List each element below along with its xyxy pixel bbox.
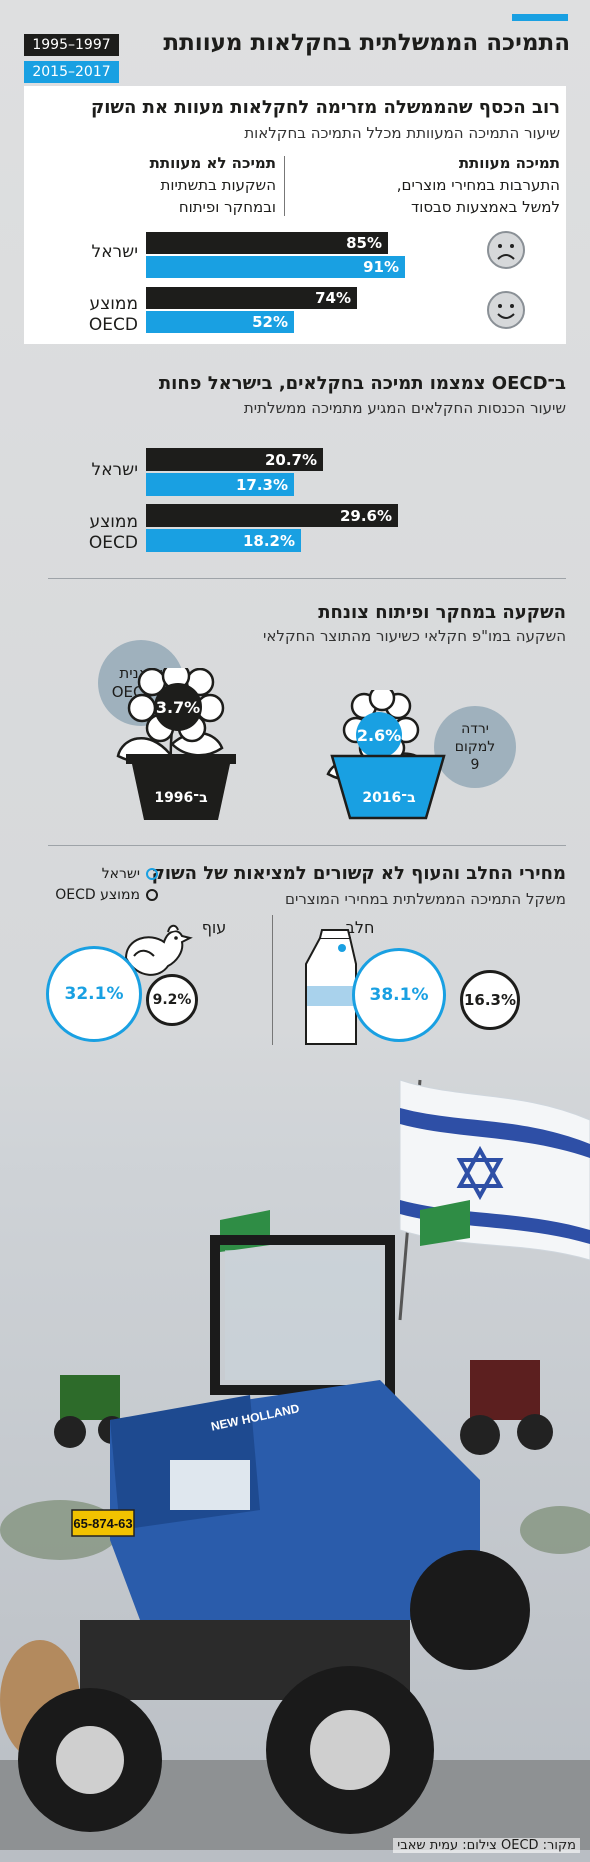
def-nondistorting: תמיכה לא מעוותת השקעות בתשתיות ובמחקר ופ… <box>96 152 276 218</box>
chart1-category-israel: ישראל <box>91 242 138 262</box>
pot1996-value: 3.7% <box>155 697 201 717</box>
chicken-oecd-value: 9.2% <box>152 992 192 1008</box>
license-plate-text: 65-874-63 <box>73 1516 132 1531</box>
def-distorting-title: תמיכה מעוותת <box>458 154 560 172</box>
def-distorting-text1: התערבות במחירי מוצרים, <box>396 176 560 194</box>
chart1-bar-oecd-period-a: 74% <box>146 287 357 309</box>
section1-subtitle: שיעור התמיכה המעוותת מכלל התמיכה בחקלאות <box>244 124 560 142</box>
chart2-bar-israel-period-b: 17.3% <box>146 473 294 496</box>
green-flag-right-icon <box>420 1200 470 1246</box>
bar-value-label: 18.2% <box>242 531 295 550</box>
chart2-category-oecd: ממוצע OECD <box>40 512 138 554</box>
pot2016-bubble-line3: 9 <box>470 757 480 773</box>
red-tractor-icon <box>460 1360 553 1455</box>
section4-divider <box>272 915 273 1045</box>
milk-label: חלב <box>345 918 375 937</box>
chicken-israel-value: 32.1% <box>64 984 124 1004</box>
chart1-bar-israel-period-a: 85% <box>146 232 388 254</box>
divider-1 <box>48 578 566 579</box>
header-accent-bar <box>512 14 568 21</box>
def-nondistorting-title: תמיכה לא מעוותת <box>149 154 276 172</box>
legend-israel: ישראל <box>40 866 158 882</box>
legend-oecd: ממוצע OECD <box>40 887 158 903</box>
milk-oecd-value: 16.3% <box>463 991 517 1009</box>
pot1996-value-circle: 3.7% <box>154 683 202 731</box>
protest-photo: 65-874-63 NEW HOLLAND <box>0 1079 590 1850</box>
def-divider <box>284 156 285 216</box>
chart1-category-oecd-label: ממוצע OECD <box>88 294 138 335</box>
milk-carton-icon <box>305 929 357 1045</box>
chart1-category-oecd: ממוצע OECD <box>40 294 138 336</box>
bar-value-label: 52% <box>252 313 288 331</box>
chicken-oecd-circle: 9.2% <box>146 974 198 1026</box>
legend-oecd-label: ממוצע OECD <box>55 887 140 903</box>
sad-face-icon <box>486 230 526 270</box>
chart2-bar-oecd-period-a: 29.6% <box>146 504 398 527</box>
milk-oecd-circle: 16.3% <box>460 970 520 1030</box>
bar-value-label: 74% <box>315 289 351 307</box>
chicken-icon <box>124 924 193 976</box>
def-distorting: תמיכה מעוותת התערבות במחירי מוצרים, למשל… <box>350 152 560 218</box>
section3-subtitle: השקעה במו"פ חקלאי כשיעור מהתוצר החקלאי <box>263 627 566 645</box>
section4-subtitle: משקל התמיכה הממשלתית במחירי המוצרים <box>285 890 566 908</box>
section3-title: השקעה במחקר ופיתוח צונחת <box>318 602 566 623</box>
chicken-label: עוף <box>201 918 227 937</box>
pot2016-bubble-line1: ירדה <box>461 721 489 737</box>
chart2-category-oecd-label: ממוצע OECD <box>88 512 138 553</box>
bar-value-label: 17.3% <box>235 475 288 494</box>
bar-value-label: 85% <box>346 234 382 252</box>
chicken-israel-circle: 32.1% <box>46 946 142 1042</box>
green-tractor-icon <box>54 1375 126 1448</box>
green-flag-left-icon <box>220 1210 270 1252</box>
milk-israel-value: 38.1% <box>369 985 429 1005</box>
page-title: התמיכה הממשלתית בחקלאות מעוותת <box>163 30 570 56</box>
def-nondistorting-text2: ובמחקר ופיתוח <box>178 198 276 216</box>
blue-tractor-icon <box>18 1235 530 1834</box>
legend-israel-swatch <box>146 868 158 880</box>
legend-period-a: 1997–1995 <box>24 34 119 56</box>
legend-period-b: 2017–2015 <box>24 61 119 83</box>
pot2016-bubble-line2: למקום <box>454 739 496 755</box>
pot2016-value-circle: 2.6% <box>356 712 402 758</box>
def-distorting-text2: למשל באמצעות סבסוד <box>411 198 560 216</box>
bar-value-label: 29.6% <box>339 506 392 525</box>
divider-2 <box>48 845 566 846</box>
bar-value-label: 20.7% <box>264 450 317 469</box>
source-credit: מקור: OECD צילום: עמית שאבי <box>393 1838 580 1853</box>
legend-oecd-swatch <box>146 889 158 901</box>
chart1-bar-israel-period-b: 91% <box>146 256 405 278</box>
pot-2016-icon <box>330 754 446 820</box>
pot1996-label: ב־1996 <box>154 790 208 806</box>
chart1-bar-oecd-period-b: 52% <box>146 311 294 333</box>
legend-israel-label: ישראל <box>101 866 140 882</box>
pot2016-bubble: ירדה למקום 9 <box>434 706 516 788</box>
pot-1996-icon <box>126 754 236 820</box>
chart2-bar-oecd-period-b: 18.2% <box>146 529 301 552</box>
bar-value-label: 91% <box>363 258 399 276</box>
license-plate <box>71 1509 135 1537</box>
def-nondistorting-text1: השקעות בתשתיות <box>160 176 277 194</box>
pot2016-value: 2.6% <box>356 725 402 745</box>
section4-title: מחירי החלב והעוף לא קשורים למציאות של הש… <box>151 863 566 884</box>
happy-face-icon <box>486 290 526 330</box>
section2-title: ב־OECD צמצמו תמיכה בחקלאים, בישראל פחות <box>158 373 566 394</box>
section2-subtitle: שיעור הכנסות החקלאים המגיע מתמיכה ממשלתי… <box>243 399 566 417</box>
pot2016-label: ב־2016 <box>362 790 416 806</box>
section1-title: רוב הכסף שהממשלה מזרימה לחקלאות מעוות את… <box>90 97 560 118</box>
milk-israel-circle: 38.1% <box>352 948 446 1042</box>
chart2-bar-israel-period-a: 20.7% <box>146 448 323 471</box>
chart2-category-israel: ישראל <box>91 460 138 480</box>
